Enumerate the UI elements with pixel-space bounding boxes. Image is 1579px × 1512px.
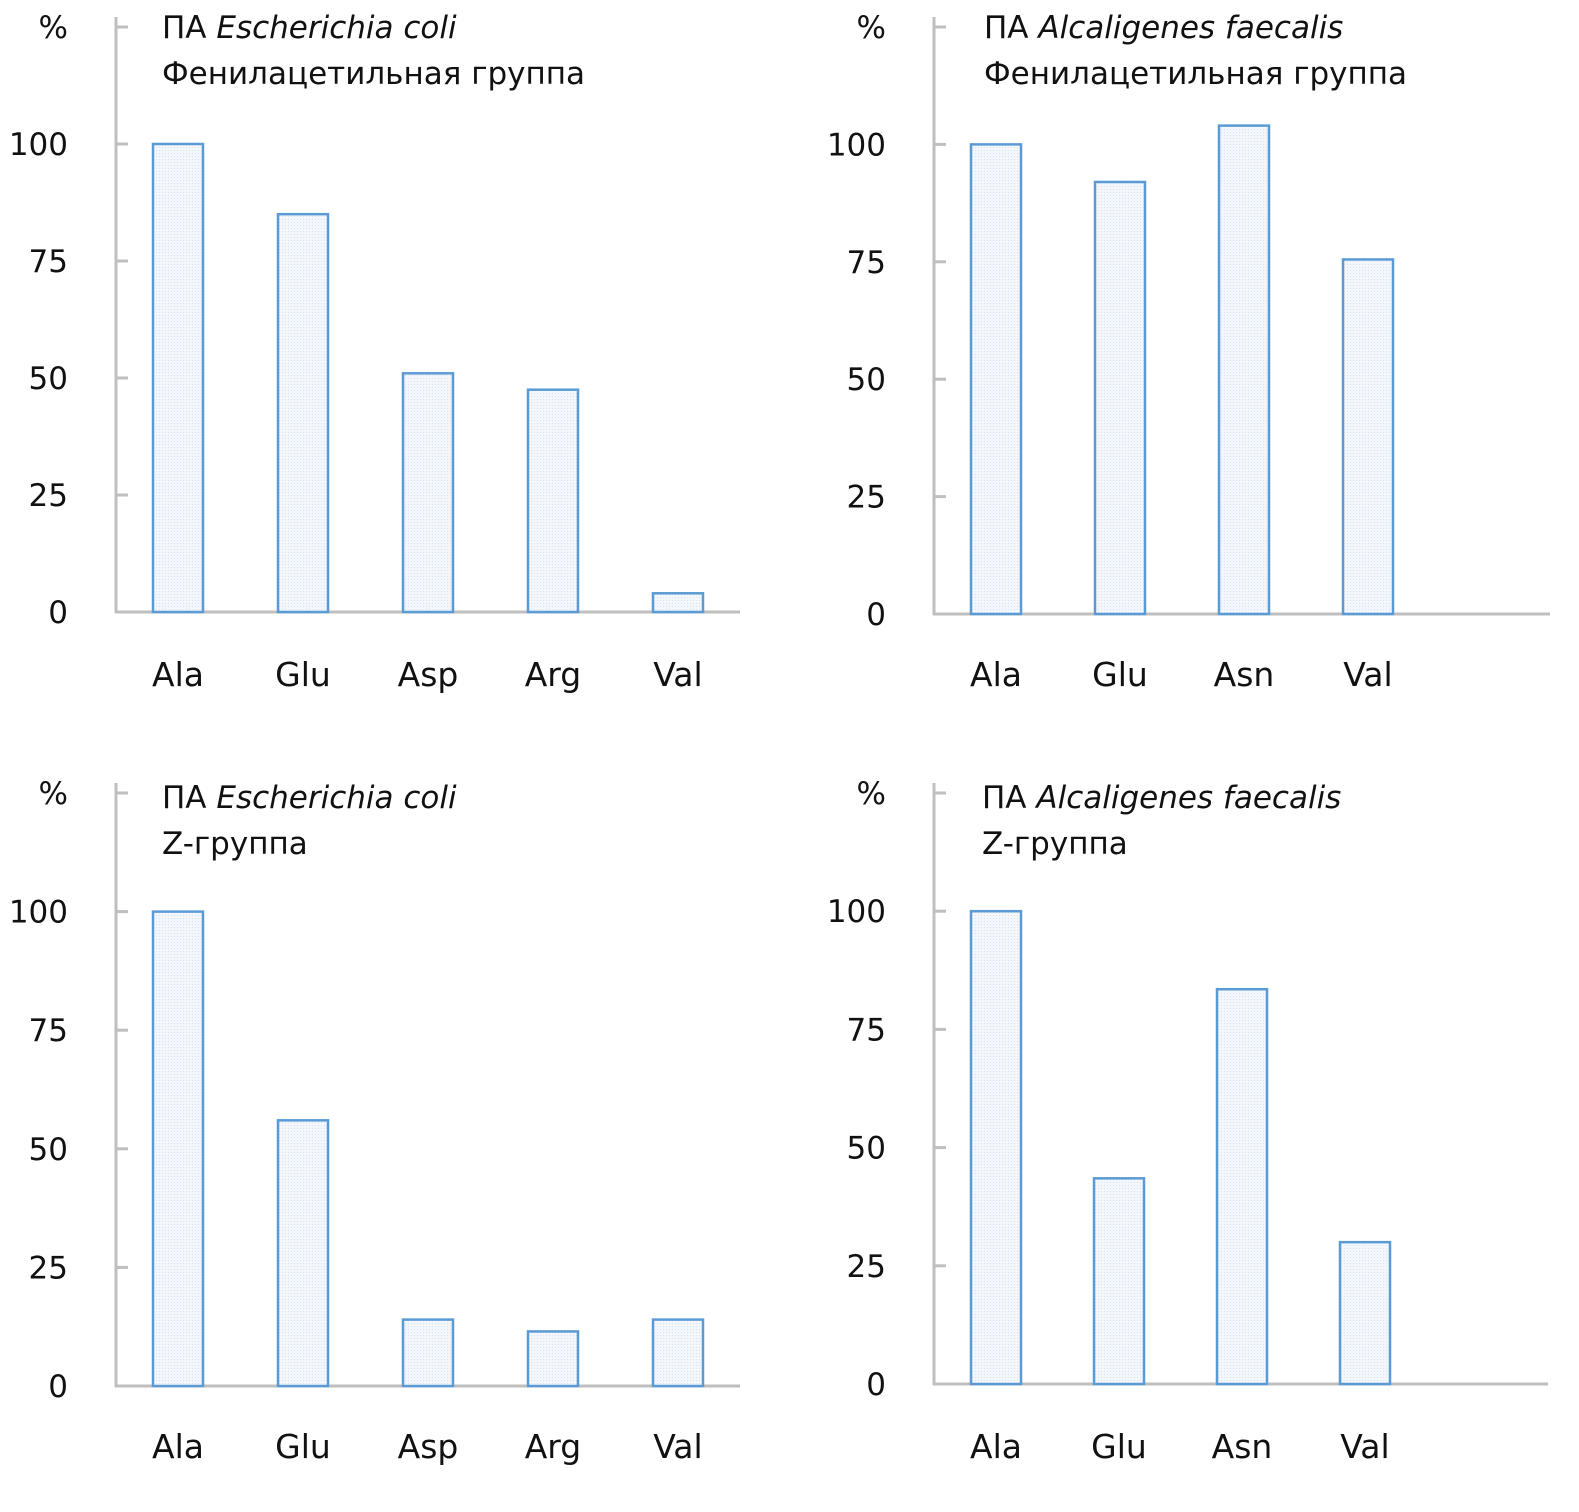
y-tick-label: 75 — [847, 1012, 886, 1048]
y-tick-label: 100 — [827, 894, 886, 930]
x-tick-label: Glu — [275, 1427, 331, 1466]
y-tick-label: 25 — [847, 1249, 886, 1285]
x-tick-label: Asp — [398, 655, 459, 694]
bar-glu — [276, 1119, 330, 1388]
y-tick-label: 50 — [847, 362, 886, 398]
chart-subtitle: Фенилацетильная группа — [984, 56, 1407, 92]
title-prefix: ПА — [982, 780, 1036, 816]
y-tick-label: 100 — [827, 127, 886, 163]
title-organism: Alcaligenes faecalis — [1034, 780, 1341, 816]
x-tick-label: Glu — [1092, 655, 1148, 694]
chart-panel-3: 0 25 50 75 100% Ala Glu Asp Arg Val ПА Escherichia… — [9, 776, 740, 1466]
title-organism: Escherichia coli — [216, 10, 457, 46]
chart-subtitle: Z-группа — [982, 826, 1128, 862]
chart-panel-2: 0 25 50 75 100% Ala Glu Asn Val ПА Alcaligenes fa… — [827, 10, 1550, 694]
y-axis-unit-label: % — [857, 10, 886, 46]
y-tick-label: 0 — [48, 595, 68, 631]
y-tick-label: 100 — [9, 127, 68, 163]
y-tick-label: 0 — [866, 597, 886, 633]
y-tick-label: 25 — [847, 480, 886, 516]
x-tick-label: Glu — [275, 655, 331, 694]
title-organism: Escherichia coli — [216, 780, 457, 816]
x-tick-label: Ala — [152, 655, 204, 694]
x-tick-label: Arg — [525, 1427, 582, 1466]
chart-title: ПА Alcaligenes faecalis — [982, 780, 1341, 816]
chart-title: ПА Alcaligenes faecalis — [984, 10, 1343, 46]
x-tick-label: Glu — [1091, 1427, 1147, 1466]
x-tick-label: Val — [1343, 655, 1392, 694]
y-tick-label: 0 — [48, 1369, 68, 1405]
bar-ala — [969, 143, 1023, 616]
bar-asn — [1217, 124, 1271, 616]
chart-title: ПА Escherichia coli — [162, 10, 457, 46]
x-tick-label: Ala — [970, 1427, 1022, 1466]
bar-asp — [401, 1318, 455, 1388]
y-tick-label: 50 — [29, 361, 68, 397]
bar-val — [651, 592, 705, 614]
y-tick-label: 25 — [29, 478, 68, 514]
y-tick-label: 75 — [847, 245, 886, 281]
bar-ala — [151, 142, 205, 614]
x-tick-label: Val — [653, 1427, 702, 1466]
y-tick-label: 75 — [29, 1013, 68, 1049]
chart-panel-1: 0 25 50 75 100% Ala Glu Asp Arg Val ПА Escherichia… — [9, 10, 740, 694]
x-tick-label: Ala — [970, 655, 1022, 694]
bar-arg — [526, 388, 580, 614]
bar-glu — [276, 212, 330, 614]
chart-subtitle: Z-группа — [162, 826, 308, 862]
bar-val — [1341, 258, 1395, 616]
x-tick-label: Asp — [398, 1427, 459, 1466]
bar-ala — [969, 909, 1023, 1386]
chart-subtitle: Фенилацетильная группа — [162, 56, 585, 92]
y-tick-label: 75 — [29, 244, 68, 280]
title-prefix: ПА — [162, 780, 216, 816]
bar-glu — [1093, 180, 1147, 616]
x-tick-label: Val — [1340, 1427, 1389, 1466]
chart-title: ПА Escherichia coli — [162, 780, 457, 816]
bar-val — [651, 1318, 705, 1388]
bar-asn — [1215, 987, 1269, 1386]
bar-val — [1338, 1240, 1392, 1386]
title-organism: Alcaligenes faecalis — [1036, 10, 1343, 46]
x-tick-label: Asn — [1212, 1427, 1273, 1466]
x-tick-label: Asn — [1214, 655, 1275, 694]
y-axis-unit-label: % — [39, 776, 68, 812]
y-tick-label: 50 — [29, 1132, 68, 1168]
y-axis-unit-label: % — [857, 776, 886, 812]
chart-panel-4: 0 25 50 75 100% Ala Glu Asn Val ПА Alcaligenes fa… — [827, 776, 1548, 1466]
x-tick-label: Arg — [525, 655, 582, 694]
y-tick-label: 100 — [9, 895, 68, 931]
bar-asp — [401, 372, 455, 614]
y-axis-unit-label: % — [39, 10, 68, 46]
x-tick-label: Ala — [152, 1427, 204, 1466]
y-tick-label: 50 — [847, 1131, 886, 1167]
y-tick-label: 0 — [866, 1367, 886, 1403]
bar-ala — [151, 910, 205, 1388]
y-tick-label: 25 — [29, 1250, 68, 1286]
bar-glu — [1092, 1177, 1146, 1386]
x-tick-label: Val — [653, 655, 702, 694]
title-prefix: ПА — [162, 10, 216, 46]
bar-arg — [526, 1330, 580, 1388]
title-prefix: ПА — [984, 10, 1038, 46]
